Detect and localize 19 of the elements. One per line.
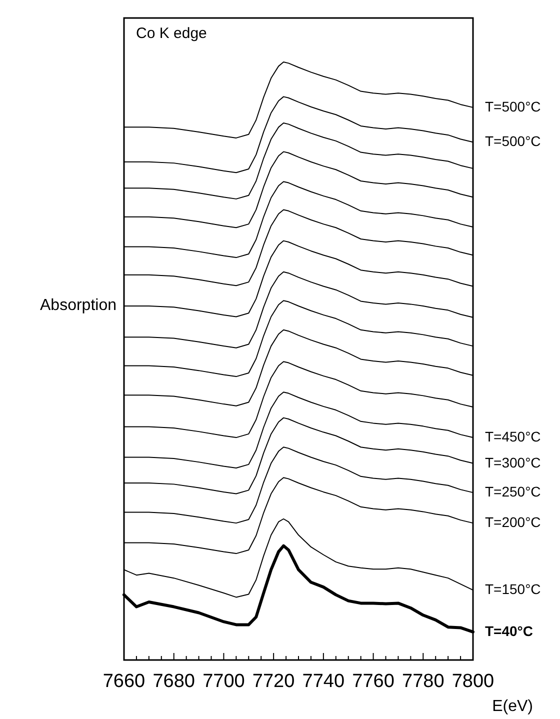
x-tick-label: 7740 — [302, 671, 345, 692]
series-label: T=500°C — [485, 133, 541, 150]
series-label: T=250°C — [485, 484, 541, 500]
x-tick-label: 7720 — [252, 671, 295, 692]
series-label: T=300°C — [485, 454, 541, 470]
x-axis-title: E(eV) — [492, 698, 533, 715]
x-tick-label: 7700 — [202, 671, 245, 692]
series-label: T=40°C — [485, 622, 534, 639]
series-label: T=450°C — [485, 428, 541, 445]
x-tick-label: 7780 — [402, 671, 444, 692]
x-tick-label: 7760 — [352, 671, 394, 692]
y-axis-title: Absorption — [40, 297, 116, 314]
x-tick-label: 7680 — [152, 671, 195, 692]
series-label: T=150°C — [485, 581, 541, 598]
x-tick-label: 7800 — [452, 671, 494, 692]
series-label: T=200°C — [485, 514, 541, 530]
chart-title: Co K edge — [136, 25, 207, 42]
x-tick-label: 7660 — [102, 671, 146, 692]
series-label: T=500°C — [485, 98, 541, 114]
